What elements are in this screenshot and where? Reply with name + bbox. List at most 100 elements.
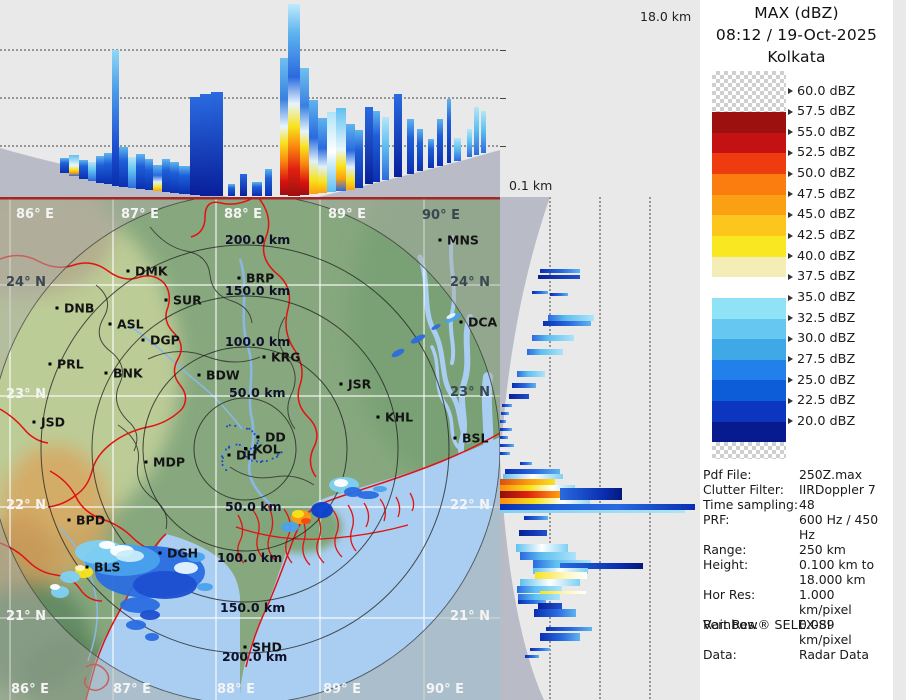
coordinate-label: 87° E (113, 682, 151, 697)
range-label: 50.0 km (225, 499, 282, 514)
info-value: 0.089 km/pixel (799, 617, 852, 647)
right-profile-plot (500, 197, 700, 700)
info-value: IIRDoppler 7 (799, 482, 876, 497)
info-value: 0.100 km to 18.000 km (799, 557, 875, 587)
info-label: Range: (703, 542, 747, 557)
scale-band-overflow (712, 71, 786, 112)
radar-map-view[interactable]: DMK BRP SUR DNB ASL DGP PRL BNK BDW KRG JSD MDP BPD D… (0, 147, 570, 700)
info-value: 250Z.max (799, 467, 863, 482)
info-label: Height: (703, 557, 749, 572)
city-label-DNB: DNB (64, 301, 94, 316)
scale-value-label: 57.5 dBZ (797, 104, 856, 120)
graticule-labels: 86° E 87° E 88° E 89° E 90° E 86° E 87° E 88° E… (6, 207, 490, 697)
coordinate-label: 21° N (6, 609, 46, 624)
echo-column (309, 100, 318, 194)
range-label: 100.0 km (225, 334, 290, 349)
city-label-KHL: KHL (385, 410, 413, 425)
scale-band (712, 153, 786, 175)
scale-band (712, 132, 786, 154)
axis-tick (500, 50, 506, 51)
echo-streak (500, 420, 506, 423)
software-brand-label: Rainbow® SELEX-SI (703, 618, 831, 633)
echo-column (69, 155, 79, 176)
echo-streak (500, 428, 512, 431)
echo-streak (538, 603, 562, 609)
scale-arrow-icon (788, 253, 793, 260)
river-hooghly (238, 258, 289, 519)
echo-streak (524, 516, 548, 520)
city-dot-MDP (144, 460, 148, 464)
scale-band (712, 277, 786, 299)
station-name: Kolkata (767, 48, 826, 66)
echo-column (428, 139, 434, 168)
echo-streak (505, 469, 560, 474)
info-row: PRF: 600 Hz / 450 Hz (703, 512, 891, 542)
scale-entry: 35.0 dBZ (788, 290, 855, 305)
city-label-MDP: MDP (153, 455, 185, 470)
city-dot-ASL (108, 322, 112, 326)
range-label: 200.0 km (222, 649, 287, 664)
city-label-DMK: DMK (135, 264, 169, 279)
echo-streak (517, 586, 562, 593)
scale-arrow-icon (788, 377, 793, 384)
echo-column (382, 117, 389, 180)
east-west-height-profile-panel[interactable] (500, 197, 700, 700)
scale-entry: 32.5 dBZ (788, 311, 855, 326)
city-label-JSD: JSD (40, 415, 65, 430)
city-label-DD: DD (265, 430, 286, 445)
echo-streak (533, 568, 588, 574)
city-label-JSR: JSR (347, 377, 372, 392)
scale-arrow-icon (788, 315, 793, 322)
city-dot-JSD (32, 420, 36, 424)
echo-streak (520, 552, 576, 560)
echo-column (119, 147, 128, 187)
echo-streak (500, 479, 555, 485)
scale-entry: 42.5 dBZ (788, 228, 855, 243)
city-label-BSL: BSL (462, 431, 489, 446)
scale-band (712, 194, 786, 216)
scale-band (712, 318, 786, 340)
scale-arrow-icon (788, 335, 793, 342)
map-echoes (50, 313, 462, 641)
echo-column (128, 157, 136, 188)
echo-streak (500, 510, 685, 513)
info-row: Data: Radar Data (703, 647, 891, 662)
city-dot-BDW (197, 373, 201, 377)
echo-streak (500, 452, 510, 455)
echo-streak (517, 371, 545, 377)
city-label-KRG: KRG (271, 350, 301, 365)
north-south-height-profile-panel[interactable] (0, 0, 500, 197)
echo-streak (550, 293, 568, 296)
echo-column (394, 94, 402, 177)
city-label-MNS: MNS (447, 233, 479, 248)
city-dot-DCA (459, 320, 463, 324)
district-boundaries (95, 226, 315, 530)
city-label-DH: DH (236, 448, 257, 463)
scale-arrow-icon (788, 129, 793, 136)
scale-arrow-icon (788, 397, 793, 404)
echo-column (170, 162, 179, 193)
echo-column (96, 156, 104, 183)
city-dot-KOL (244, 447, 248, 451)
info-value: Radar Data (799, 647, 870, 662)
echo-streak (502, 404, 512, 407)
echo-streak (532, 291, 548, 294)
coordinate-label: 87° E (121, 207, 159, 222)
echo-streak (516, 544, 568, 552)
echo-column (300, 68, 309, 195)
scale-band (712, 173, 786, 196)
blind-zone-right (318, 150, 500, 197)
city-dot-SHD (243, 645, 247, 649)
coordinate-label: 24° N (450, 275, 490, 290)
echo-streak (560, 563, 643, 569)
river (59, 526, 99, 662)
echo-streak (500, 491, 578, 498)
city-dot-BNK (104, 371, 108, 375)
coordinate-label: 90° E (426, 682, 464, 697)
city-dot-BRP (237, 276, 241, 280)
echo-column (467, 129, 472, 157)
scale-band (712, 297, 786, 320)
scale-arrow-icon (788, 232, 793, 239)
echo-column (318, 118, 327, 193)
delta-boundaries (235, 492, 415, 566)
